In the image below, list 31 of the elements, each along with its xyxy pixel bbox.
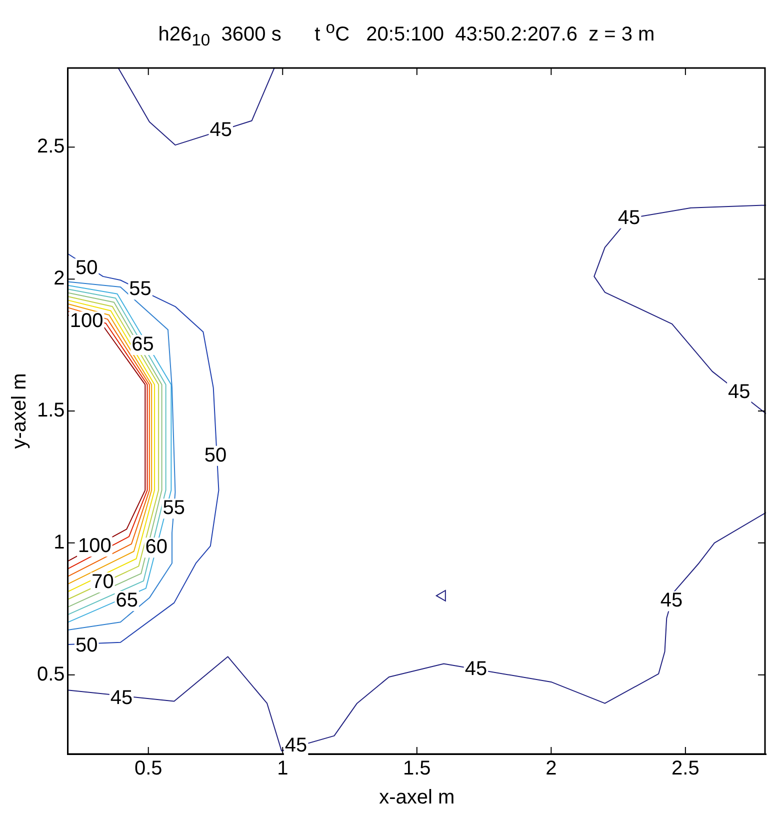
x-tick-label: 2.5 <box>672 758 700 780</box>
annotation: 65 <box>132 334 154 356</box>
annotation: 65 <box>116 589 138 612</box>
x-tick-label: 2 <box>546 758 557 780</box>
annotation: 45 <box>464 658 488 680</box>
annotation: 45 <box>618 206 640 229</box>
x-axis-title: x-axel m <box>379 786 455 809</box>
annotation: 100 <box>78 535 112 558</box>
annotation: 55 <box>129 278 152 300</box>
annotation: 45 <box>284 734 308 757</box>
annotation: 45 <box>210 119 232 142</box>
chart-title: h26$_{10}$ 3600 s t $^{o}$C 20:5:100 43:50.2:207.6 z = 3 m <box>157 18 656 51</box>
annotation: 55 <box>162 497 185 520</box>
annotation: 50 <box>75 257 98 280</box>
annotation: 50 <box>75 634 98 656</box>
y-tick-label: 1 <box>54 531 65 554</box>
x-tick-label: 1 <box>277 758 288 780</box>
annotation: 45 <box>660 590 683 612</box>
annotation: 60 <box>145 536 168 558</box>
y-tick-label: 2 <box>54 268 65 290</box>
y-axis-title: y-axel m <box>8 373 31 449</box>
annotation: 50 <box>204 444 227 466</box>
annotation: 100 <box>70 310 104 332</box>
annotation: 45 <box>728 381 750 404</box>
annotation: 70 <box>92 571 114 594</box>
y-tick-label: 1.5 <box>36 400 65 422</box>
y-tick-label: 0.5 <box>36 663 65 686</box>
x-tick-label: 0.5 <box>134 758 162 780</box>
y-tick-label: 2.5 <box>36 136 65 158</box>
annotation: 45 <box>110 687 133 710</box>
x-tick-label: 1.5 <box>402 758 431 780</box>
